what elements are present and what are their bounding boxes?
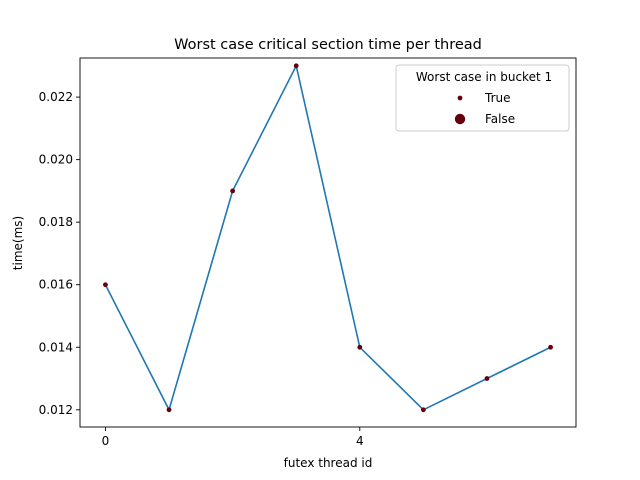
data-point xyxy=(103,282,108,288)
data-layer xyxy=(103,63,553,413)
y-axis-label: time(ms) xyxy=(11,216,25,270)
legend: Worst case in bucket 1 True False xyxy=(395,64,570,132)
y-tick-label: 0.012 xyxy=(39,403,73,417)
plot-area xyxy=(79,57,577,428)
y-tick-label: 0.016 xyxy=(39,278,73,292)
data-point xyxy=(484,376,490,381)
legend-marker-false xyxy=(454,113,466,125)
legend-box xyxy=(395,64,570,132)
x-tick-label: 4 xyxy=(356,434,364,448)
legend-label-true: True xyxy=(484,91,511,105)
data-point xyxy=(166,407,172,413)
x-tick-label: 0 xyxy=(102,434,110,448)
data-point xyxy=(230,188,236,194)
chart-title: Worst case critical section time per thr… xyxy=(174,37,482,53)
legend-label-false: False xyxy=(485,112,515,126)
y-tick-label: 0.020 xyxy=(39,153,73,167)
data-point xyxy=(420,407,426,413)
legend-marker-true xyxy=(457,95,463,101)
legend-title: Worst case in bucket 1 xyxy=(416,70,552,84)
y-tick-label: 0.014 xyxy=(39,340,73,354)
axes-frame xyxy=(79,57,577,428)
data-point xyxy=(293,63,299,69)
series-line xyxy=(104,63,551,412)
y-tick-label: 0.018 xyxy=(39,215,73,229)
x-axis-label: futex thread id xyxy=(284,456,373,470)
y-axis: 0.012 0.014 0.016 0.018 0.020 0.022 xyxy=(39,90,80,417)
y-tick-label: 0.022 xyxy=(39,90,73,104)
data-point xyxy=(357,344,363,350)
data-point xyxy=(548,344,553,350)
